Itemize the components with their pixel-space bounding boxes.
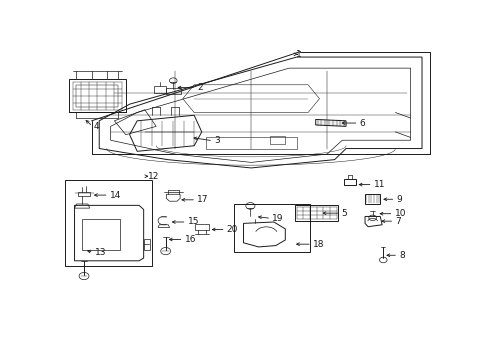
Text: 16: 16 [185,235,196,244]
Bar [82,219,120,250]
Bar [166,87,181,94]
Text: 18: 18 [313,240,324,249]
Text: 20: 20 [227,225,238,234]
Bar [144,239,150,250]
Text: 6: 6 [360,118,366,127]
Text: 7: 7 [395,217,401,226]
Bar [65,180,152,266]
Text: 8: 8 [399,251,405,260]
Text: 14: 14 [110,190,121,199]
Text: 17: 17 [197,195,209,204]
Text: 3: 3 [214,136,220,145]
Text: 9: 9 [396,195,402,204]
Text: 4: 4 [94,122,99,131]
Bar [270,136,285,144]
Text: 15: 15 [188,217,199,226]
Text: 19: 19 [272,214,284,223]
Bar [76,85,118,107]
Text: 11: 11 [374,180,385,189]
Bar [234,204,310,252]
Text: 5: 5 [342,209,347,218]
Text: 2: 2 [197,83,203,92]
Bar [154,86,166,93]
Text: 10: 10 [394,209,406,218]
Text: 13: 13 [95,248,106,257]
Text: 12: 12 [148,172,159,181]
Text: 1: 1 [296,50,302,59]
Polygon shape [316,120,346,126]
